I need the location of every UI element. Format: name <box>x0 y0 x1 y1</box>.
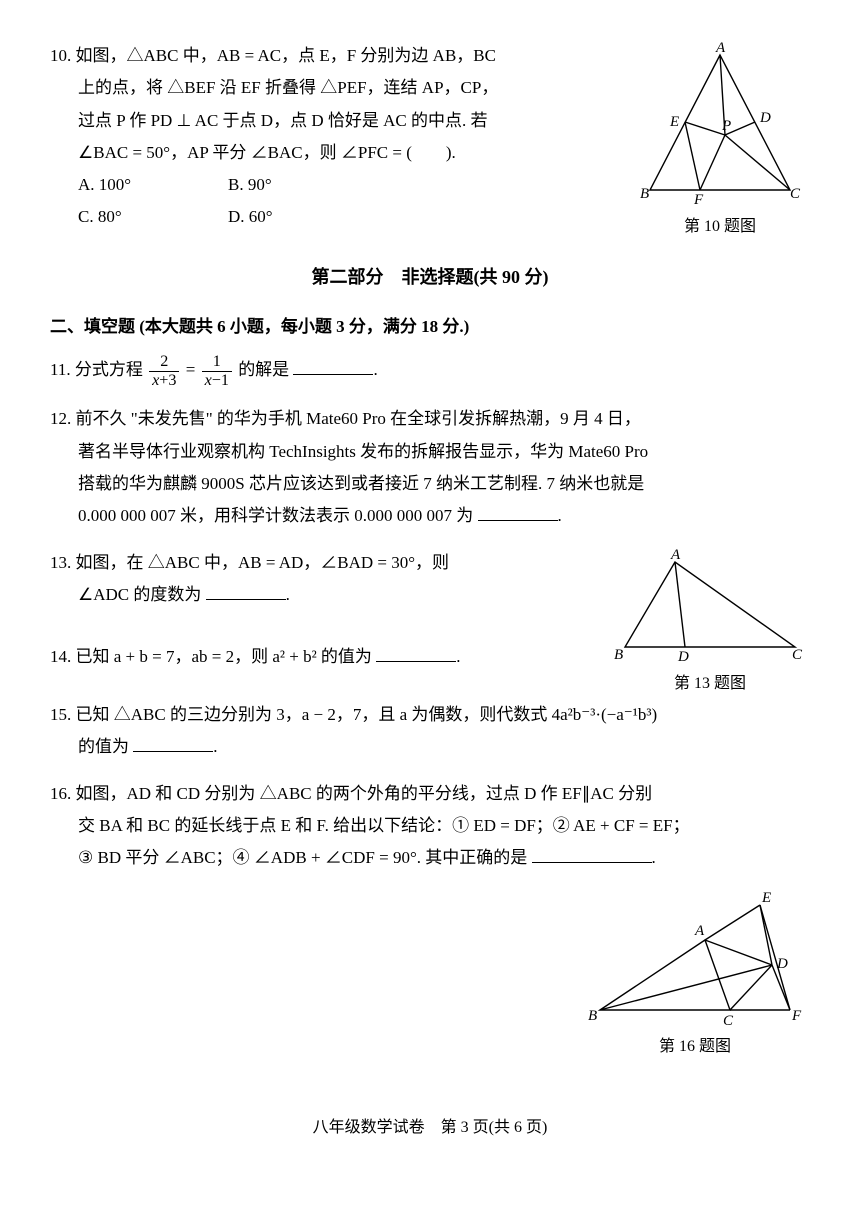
q16-l1: 如图，AD 和 CD 分别为 △ABC 的两个外角的平分线，过点 D 作 EF∥… <box>76 784 653 803</box>
question-16: 16. 如图，AD 和 CD 分别为 △ABC 的两个外角的平分线，过点 D 作… <box>50 778 810 1063</box>
question-11: 11. 分式方程 2x+3 = 1x−1 的解是 . <box>50 353 810 390</box>
q10-l4: ∠BAC = 50°，AP 平分 ∠BAC，则 ∠PFC = ( ). <box>78 137 614 169</box>
q13-fig-label: 第 13 题图 <box>610 669 810 699</box>
q12-l2: 著名半导体行业观察机构 TechInsights 发布的拆解报告显示，华为 Ma… <box>78 436 810 468</box>
q11-mid: 的解是 <box>238 360 289 379</box>
q13-q14-block: 13. 如图，在 △ABC 中，AB = AD，∠BAD = 30°，则 ∠AD… <box>50 547 810 699</box>
q10-options-2: C. 80° D. 60° <box>78 201 614 233</box>
q11-end: . <box>373 360 377 379</box>
svg-text:F: F <box>693 192 704 208</box>
q15-num: 15. <box>50 705 71 724</box>
q15-l2-end: . <box>213 737 217 756</box>
part2-title: 第二部分 非选择题(共 90 分) <box>50 260 810 294</box>
q11-pre: 分式方程 <box>75 360 143 379</box>
q12-blank <box>478 503 558 521</box>
svg-text:B: B <box>640 186 649 202</box>
svg-text:C: C <box>790 186 801 202</box>
svg-text:C: C <box>723 1013 734 1029</box>
svg-text:D: D <box>677 649 689 665</box>
svg-text:C: C <box>792 647 803 663</box>
svg-text:E: E <box>761 890 771 906</box>
q15-blank <box>133 734 213 752</box>
q10-text: 10. 如图，△ABC 中，AB = AC，点 E，F 分别为边 AB，BC 上… <box>50 40 614 234</box>
q14-end: . <box>456 647 460 666</box>
q10-optD: D. 60° <box>228 201 378 233</box>
q11-frac1: 2x+3 <box>149 353 179 390</box>
svg-text:E: E <box>669 114 679 130</box>
q10-optA: A. 100° <box>78 169 228 201</box>
q11-blank <box>293 357 373 375</box>
q16-l3-end: . <box>652 848 656 867</box>
q10-optB: B. 90° <box>228 169 378 201</box>
q10-options-1: A. 100° B. 90° <box>78 169 614 201</box>
q12-l4-pre: 0.000 000 007 米，用科学计数法表示 0.000 000 007 为 <box>78 506 473 525</box>
q16-fig-label: 第 16 题图 <box>580 1032 810 1062</box>
q14-blank <box>376 644 456 662</box>
q10-figure: A B C D E F P 第 10 题图 <box>630 40 810 242</box>
q16-figure: A B C D E F 第 16 题图 <box>580 880 810 1062</box>
question-12: 12. 前不久 "未发先售" 的华为手机 Mate60 Pro 在全球引发拆解热… <box>50 403 810 532</box>
svg-text:A: A <box>670 547 681 563</box>
q14-pre: 已知 a + b = 7，ab = 2，则 a² + b² 的值为 <box>76 647 372 666</box>
fill-heading: 二、填空题 (本大题共 6 小题，每小题 3 分，满分 18 分.) <box>50 311 810 343</box>
svg-text:F: F <box>791 1008 802 1024</box>
q13-figure: A B D C 第 13 题图 <box>610 547 810 699</box>
svg-text:A: A <box>694 923 705 939</box>
q16-l3-pre: ③ BD 平分 ∠ABC；④ ∠ADB + ∠CDF = 90°. 其中正确的是 <box>78 848 527 867</box>
q10-l1: 如图，△ABC 中，AB = AC，点 E，F 分别为边 AB，BC <box>76 46 496 65</box>
q13-l2-pre: ∠ADC 的度数为 <box>78 585 201 604</box>
q10-num: 10. <box>50 46 71 65</box>
q15-l2-pre: 的值为 <box>78 737 129 756</box>
question-13: 13. 如图，在 △ABC 中，AB = AD，∠BAD = 30°，则 ∠AD… <box>50 547 594 612</box>
q11-num: 11. <box>50 360 71 379</box>
q12-l4-end: . <box>558 506 562 525</box>
svg-text:D: D <box>776 956 788 972</box>
q15-l1: 已知 △ABC 的三边分别为 3，a − 2，7，且 a 为偶数，则代数式 4a… <box>76 705 658 724</box>
question-10: 10. 如图，△ABC 中，AB = AC，点 E，F 分别为边 AB，BC 上… <box>50 40 810 242</box>
svg-text:B: B <box>614 647 623 663</box>
q13-num: 13. <box>50 553 71 572</box>
page-footer: 八年级数学试卷 第 3 页(共 6 页) <box>50 1113 810 1143</box>
q16-num: 16. <box>50 784 71 803</box>
q12-l1: 前不久 "未发先售" 的华为手机 Mate60 Pro 在全球引发拆解热潮，9 … <box>76 409 641 428</box>
q13-l2-end: . <box>286 585 290 604</box>
q16-l2: 交 BA 和 BC 的延长线于点 E 和 F. 给出以下结论：① ED = DF… <box>78 810 810 842</box>
svg-text:B: B <box>588 1008 597 1024</box>
q10-fig-label: 第 10 题图 <box>630 212 810 242</box>
svg-text:A: A <box>715 40 726 56</box>
q13-l1: 如图，在 △ABC 中，AB = AD，∠BAD = 30°，则 <box>76 553 450 572</box>
svg-text:P: P <box>721 118 731 134</box>
q10-l2: 上的点，将 △BEF 沿 EF 折叠得 △PEF，连结 AP，CP， <box>78 72 614 104</box>
q10-optC: C. 80° <box>78 201 228 233</box>
q13-blank <box>206 582 286 600</box>
q14-num: 14. <box>50 647 71 666</box>
q10-l3: 过点 P 作 PD ⊥ AC 于点 D，点 D 恰好是 AC 的中点. 若 <box>78 105 614 137</box>
q16-blank <box>532 845 652 863</box>
question-14: 14. 已知 a + b = 7，ab = 2，则 a² + b² 的值为 . <box>50 641 594 673</box>
q12-num: 12. <box>50 409 71 428</box>
q12-l3: 搭载的华为麒麟 9000S 芯片应该达到或者接近 7 纳米工艺制程. 7 纳米也… <box>78 468 810 500</box>
question-15: 15. 已知 △ABC 的三边分别为 3，a − 2，7，且 a 为偶数，则代数… <box>50 699 810 764</box>
q11-frac2: 1x−1 <box>202 353 232 390</box>
svg-text:D: D <box>759 110 771 126</box>
